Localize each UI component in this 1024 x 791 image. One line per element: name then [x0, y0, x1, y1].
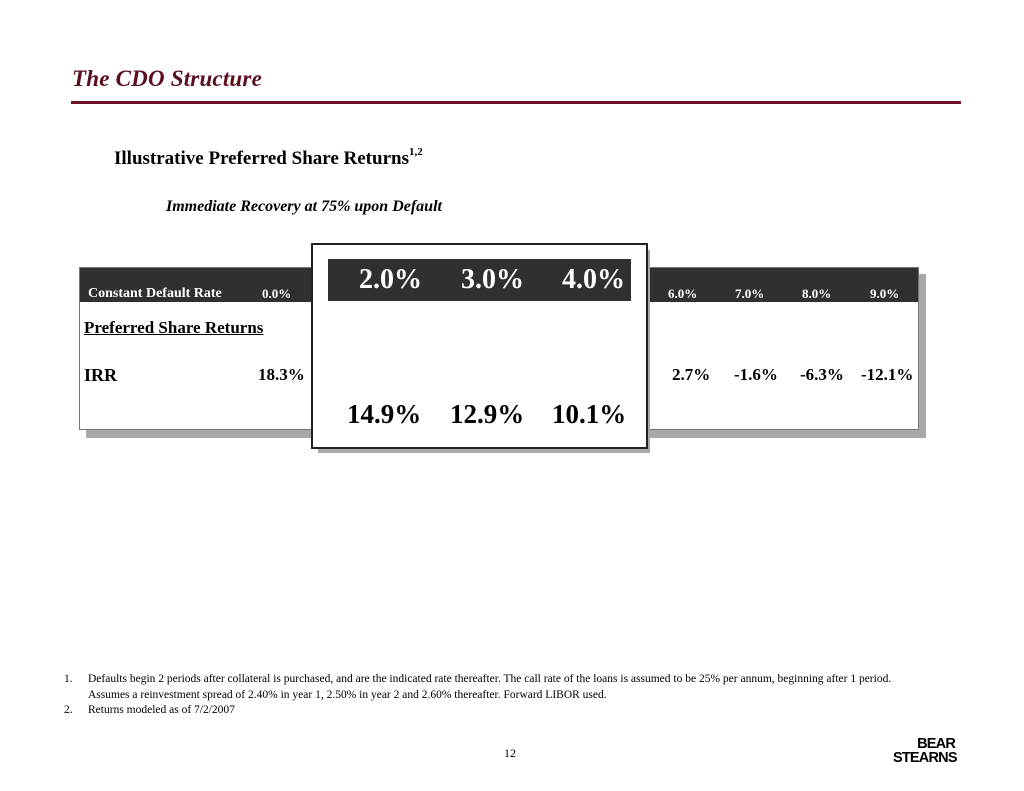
section-label: Preferred Share Returns — [84, 318, 264, 337]
header-rate-7: 9.0% — [870, 286, 900, 301]
irr-value-7: -12.1% — [861, 365, 914, 384]
header-rate-5: 7.0% — [735, 286, 765, 301]
footnote-1-number: 1. — [64, 673, 73, 685]
header-rate-0: 0.0% — [262, 286, 292, 301]
logo-line-1: BEAR — [917, 736, 956, 752]
bear-stearns-logo: BEAR STEARNS — [893, 736, 957, 766]
header-constant-default-rate: Constant Default Rate — [88, 286, 222, 301]
footnote-2-text: Returns modeled as of 7/2/2007 — [88, 704, 235, 716]
footnote-2: 2. Returns modeled as of 7/2/2007 — [64, 703, 904, 719]
footnote-1: 1. Defaults begin 2 periods after collat… — [64, 672, 904, 703]
subtitle-text: Illustrative Preferred Share Returns — [114, 148, 409, 169]
irr-value-0: 18.3% — [258, 365, 305, 384]
title-rule — [71, 101, 961, 104]
irr-row-label: IRR — [84, 365, 118, 385]
callout-irr-3: 10.1% — [552, 399, 627, 429]
page-title: The CDO Structure — [72, 66, 262, 91]
irr-value-4: 2.7% — [672, 365, 711, 384]
logo-line-2: STEARNS — [893, 750, 957, 766]
footnote-1-text: Defaults begin 2 periods after collatera… — [88, 673, 892, 701]
header-rate-6: 8.0% — [802, 286, 832, 301]
callout-rate-3: 4.0% — [562, 264, 625, 295]
scenario-label: Immediate Recovery at 75% upon Default — [166, 198, 442, 215]
callout-header-bar — [328, 259, 631, 301]
irr-value-6: -6.3% — [800, 365, 844, 384]
page-number: 12 — [504, 746, 516, 760]
header-rate-4: 6.0% — [668, 286, 698, 301]
table-subtitle: Illustrative Preferred Share Returns1,2 — [114, 146, 423, 170]
irr-value-5: -1.6% — [734, 365, 778, 384]
callout-irr-2: 12.9% — [450, 399, 525, 429]
callout-rate-2: 3.0% — [461, 264, 524, 295]
callout-irr-1: 14.9% — [347, 399, 422, 429]
footnote-2-number: 2. — [64, 704, 73, 716]
callout-rate-1: 2.0% — [359, 264, 422, 295]
subtitle-footnote-refs: 1,2 — [408, 146, 423, 158]
footnotes: 1. Defaults begin 2 periods after collat… — [64, 672, 904, 719]
